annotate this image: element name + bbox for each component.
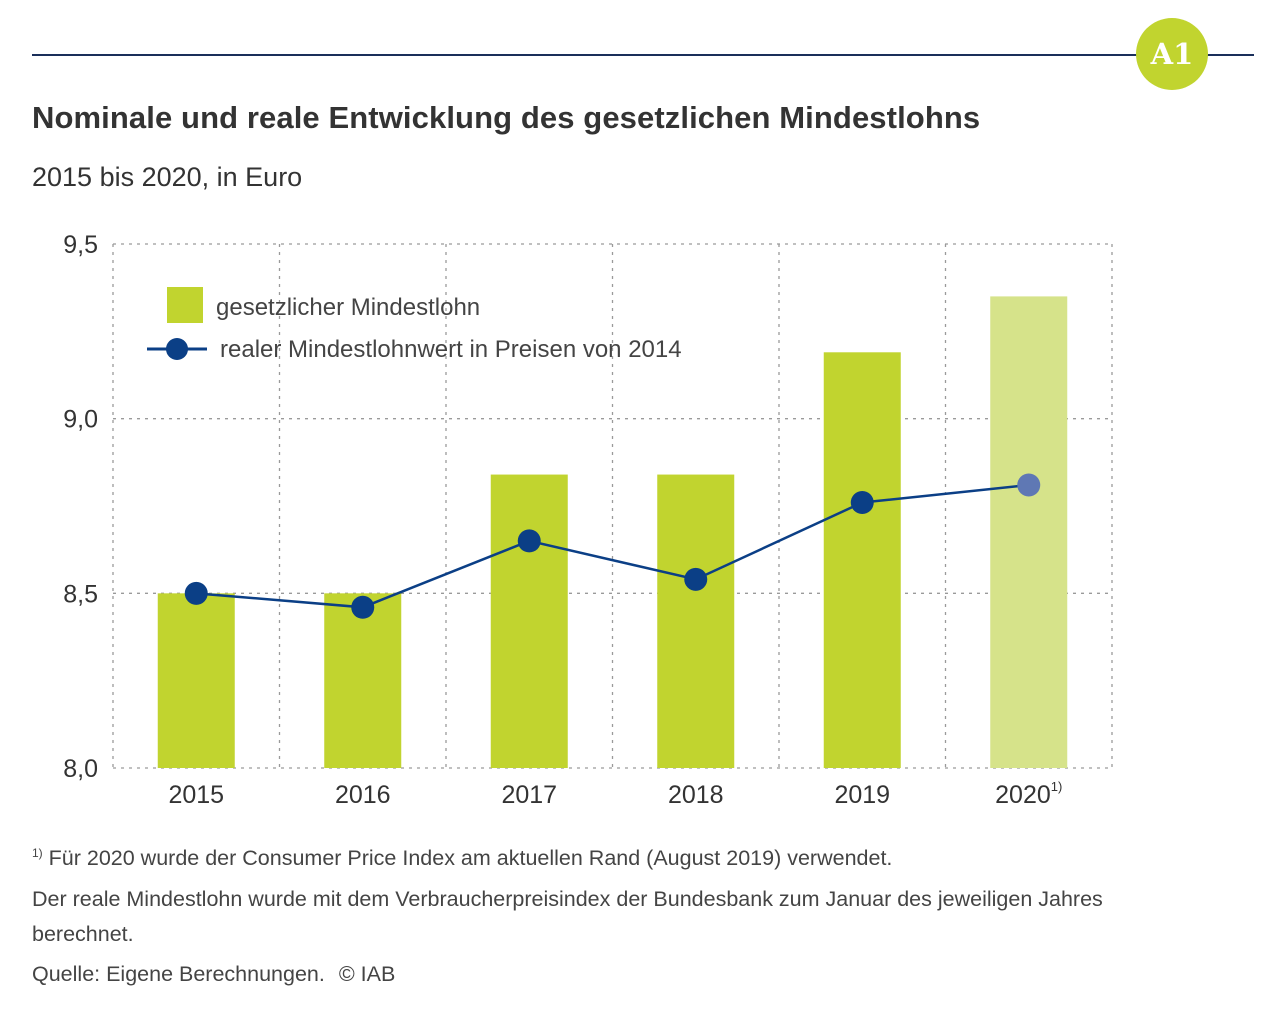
bar-2019	[823, 352, 901, 768]
grid	[112, 243, 1113, 769]
x-tick-label: 2018	[668, 781, 724, 809]
chart: 8,08,59,09,5 2015 2016 2017 2018 2019 20201) …	[63, 231, 1113, 809]
copyright: © IAB	[338, 962, 396, 986]
line-point-2019	[850, 491, 874, 515]
line-point-2018	[684, 567, 708, 591]
figure-badge: A1	[1136, 18, 1208, 90]
x-tick-label: 2016	[335, 781, 391, 809]
bar-2016	[324, 593, 402, 768]
y-tick-label: 9,5	[63, 231, 98, 259]
legend-bar-swatch	[167, 287, 203, 323]
top-rule	[32, 54, 1254, 56]
chart-subtitle: 2015 bis 2020, in Euro	[32, 162, 303, 192]
x-tick-label: 2015	[168, 781, 224, 809]
footnote-2-line-1: Der reale Mindestlohn wurde mit dem Verb…	[32, 887, 1103, 911]
footnote-1: 1) Für 2020 wurde der Consumer Price Ind…	[32, 846, 892, 871]
line-point-2017	[517, 529, 541, 553]
line-point-2015	[184, 581, 208, 605]
chart-title: Nominale und reale Entwicklung des geset…	[32, 100, 981, 135]
legend-line-label: realer Mindestlohnwert in Preisen von 20…	[220, 336, 682, 363]
line-point-2016	[351, 595, 375, 619]
legend-line-marker	[166, 338, 188, 360]
line-point-2020	[1017, 473, 1041, 497]
x-tick-footnote-marker: 1)	[1051, 779, 1063, 794]
line-path	[196, 483, 1029, 609]
footnote-1-text: Für 2020 wurde der Consumer Price Index …	[48, 846, 893, 870]
x-axis: 2015 2016 2017 2018 2019 20201)	[168, 779, 1062, 809]
bar-2015	[157, 593, 235, 768]
source-note: Quelle: Eigene Berechnungen. © IAB	[32, 962, 395, 987]
y-tick-label: 8,5	[63, 580, 98, 608]
bar-2020	[990, 296, 1068, 768]
bars	[157, 296, 1068, 768]
source-text: Quelle: Eigene Berechnungen.	[32, 962, 325, 986]
bar-2018	[657, 474, 735, 768]
y-axis: 8,0 8,5 9,0 9,5	[63, 231, 98, 783]
y-tick-label: 8,0	[63, 755, 98, 783]
footnote-marker: 1)	[32, 846, 43, 860]
real-wage-line	[184, 473, 1041, 619]
x-tick-label: 2017	[501, 781, 557, 809]
footnote-2-line-2: berechnet.	[32, 922, 134, 946]
bar-2017	[490, 474, 568, 768]
legend-bar-label: gesetzlicher Mindestlohn	[216, 294, 480, 321]
legend: gesetzlicher Mindestlohn realer Mindestl…	[147, 287, 682, 363]
x-tick-label: 20201)	[995, 779, 1062, 809]
y-tick-label: 9,0	[63, 406, 98, 434]
x-tick-label: 2019	[834, 781, 890, 809]
